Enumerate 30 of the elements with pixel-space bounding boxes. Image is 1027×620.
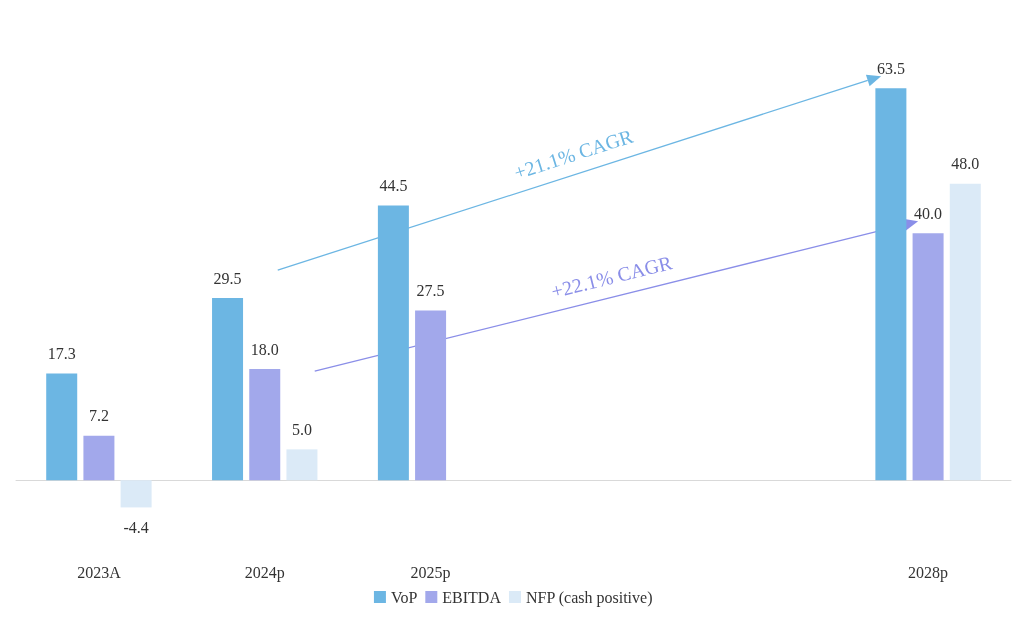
data-label: 17.3	[47, 344, 76, 362]
bar	[46, 373, 78, 481]
x-tick-label: 2028p	[908, 563, 949, 582]
x-tick-label: 2024p	[244, 563, 285, 582]
bar	[912, 233, 944, 481]
data-label: -4.4	[123, 518, 149, 536]
bar	[875, 88, 907, 481]
legend-label: NFP (cash positive)	[525, 588, 653, 607]
data-label: 48.0	[951, 155, 980, 173]
bar	[949, 183, 981, 481]
bar	[249, 369, 281, 481]
data-label: 44.5	[379, 176, 408, 194]
data-label: 5.0	[291, 420, 312, 438]
legend-label: VoP	[390, 588, 418, 606]
data-label: 7.2	[88, 407, 109, 425]
bar	[212, 298, 244, 481]
data-label: 63.5	[876, 59, 905, 77]
bar	[286, 449, 318, 481]
data-label: 40.0	[914, 204, 943, 222]
annotation: +21.1% CAGR	[511, 124, 637, 184]
bar	[83, 435, 115, 481]
x-tick-label: 2025p	[410, 563, 451, 582]
x-tick-label: 2023A	[77, 563, 122, 581]
bar	[415, 310, 447, 481]
data-label: 27.5	[416, 281, 445, 299]
annotation: +22.1% CAGR	[549, 251, 675, 303]
legend-label: EBITDA	[442, 588, 502, 606]
data-label: 18.0	[250, 340, 279, 358]
bar	[120, 480, 152, 508]
data-label: 29.5	[213, 269, 242, 287]
